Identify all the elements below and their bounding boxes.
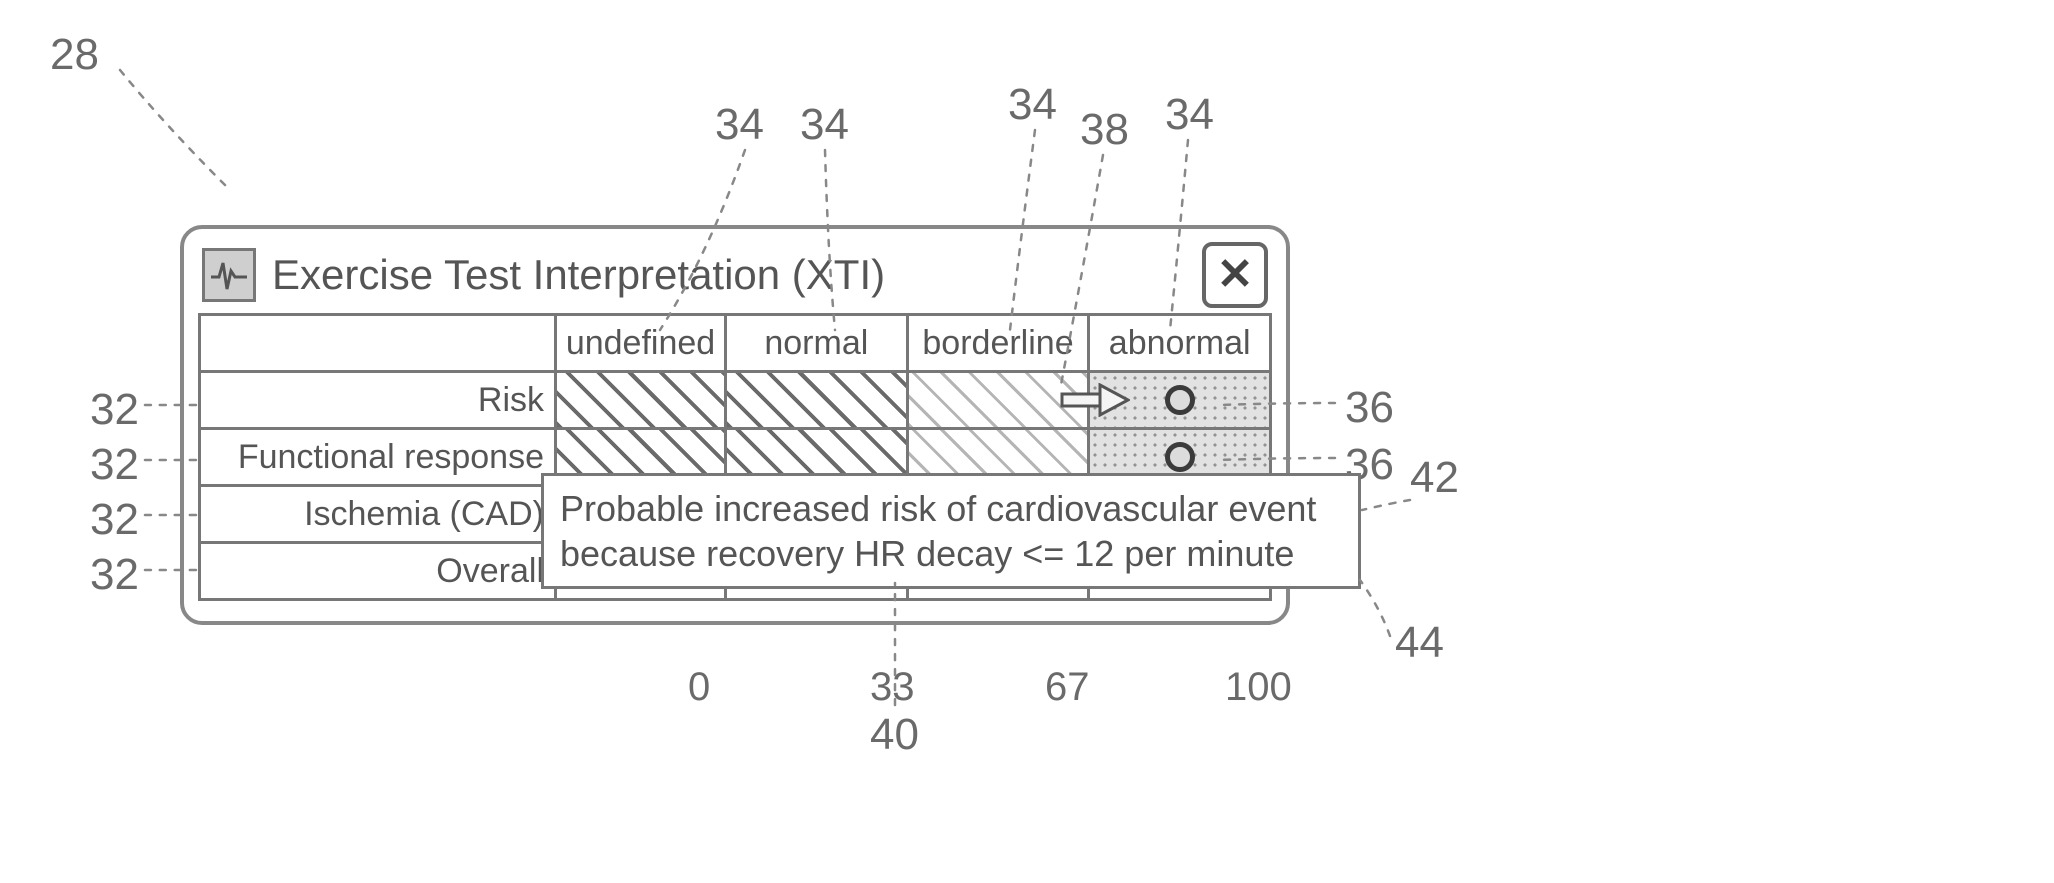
risk-marker-icon bbox=[1165, 385, 1195, 415]
axis-tick-67: 67 bbox=[1045, 665, 1090, 710]
col-normal: normal bbox=[727, 316, 909, 370]
callout-32: 32 bbox=[90, 385, 139, 435]
callout-34: 34 bbox=[715, 100, 764, 150]
callout-32: 32 bbox=[90, 495, 139, 545]
callout-32: 32 bbox=[90, 550, 139, 600]
row-label-ischemia: Ischemia (CAD) bbox=[201, 487, 557, 541]
close-button[interactable]: ✕ bbox=[1202, 242, 1268, 308]
col-borderline: borderline bbox=[909, 316, 1091, 370]
title-left: Exercise Test Interpretation (XTI) bbox=[202, 248, 885, 302]
panel-title: Exercise Test Interpretation (XTI) bbox=[272, 251, 885, 299]
header-blank bbox=[201, 316, 557, 370]
row-label-overall: Overall bbox=[201, 544, 557, 598]
ecg-icon bbox=[202, 248, 256, 302]
axis-tick-0: 0 bbox=[688, 665, 710, 710]
callout-34: 34 bbox=[1008, 80, 1057, 130]
row-label-functional: Functional response bbox=[201, 430, 557, 484]
callout-32: 32 bbox=[90, 440, 139, 490]
col-undefined: undefined bbox=[557, 316, 727, 370]
explanation-tooltip: Probable increased risk of cardiovascula… bbox=[541, 473, 1361, 589]
tooltip-line2: because recovery HR decay <= 12 per minu… bbox=[560, 531, 1342, 576]
callout-34: 34 bbox=[800, 100, 849, 150]
close-icon: ✕ bbox=[1217, 253, 1254, 297]
callout-36: 36 bbox=[1345, 383, 1394, 433]
callout-44: 44 bbox=[1395, 618, 1444, 668]
row-label-risk: Risk bbox=[201, 373, 557, 427]
callout-34: 34 bbox=[1165, 90, 1214, 140]
func-marker-icon bbox=[1165, 442, 1195, 472]
callout-28: 28 bbox=[50, 30, 99, 80]
axis-tick-33: 33 bbox=[870, 665, 915, 710]
col-abnormal: abnormal bbox=[1090, 316, 1269, 370]
callout-42: 42 bbox=[1410, 453, 1459, 503]
callout-40: 40 bbox=[870, 710, 919, 760]
row-risk: Risk bbox=[201, 370, 1269, 427]
risk-borderline bbox=[909, 373, 1091, 427]
risk-abnormal[interactable] bbox=[1090, 373, 1269, 427]
titlebar: Exercise Test Interpretation (XTI) ✕ bbox=[198, 241, 1272, 313]
risk-undefined bbox=[557, 373, 727, 427]
risk-normal bbox=[727, 373, 909, 427]
grid-header-row: undefined normal borderline abnormal bbox=[201, 316, 1269, 370]
callout-38: 38 bbox=[1080, 105, 1129, 155]
axis-tick-100: 100 bbox=[1225, 665, 1292, 710]
tooltip-line1: Probable increased risk of cardiovascula… bbox=[560, 486, 1342, 531]
